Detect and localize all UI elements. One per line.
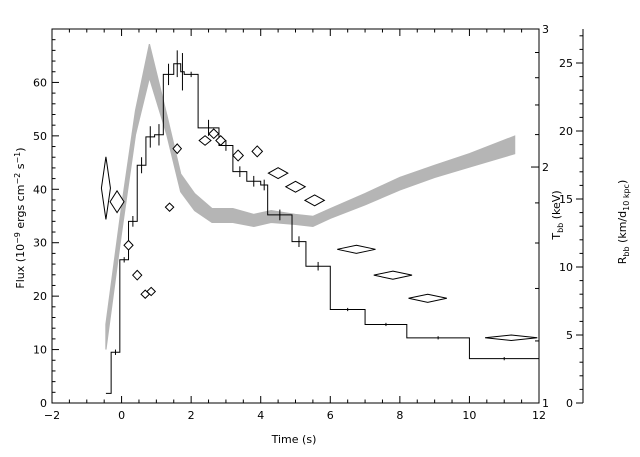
y-left-tick-label: 0: [40, 397, 47, 410]
y-right-tick-label: 0: [566, 397, 573, 410]
y-left-axis-title: Flux (10−9 ergs cm−2 s−1): [13, 147, 27, 288]
x-axis-title: Time (s): [271, 433, 317, 446]
y-right-tick-label: 5: [566, 329, 573, 342]
y-right-tick-label: 25: [559, 57, 573, 70]
radius-diamond: [172, 143, 183, 155]
radius-diamond: [232, 149, 245, 162]
x-tick-label: 8: [396, 409, 403, 422]
radius-diamond: [284, 180, 307, 193]
radius-diamond: [267, 167, 289, 180]
radius-diamond: [337, 244, 376, 254]
y-left-tick-label: 30: [33, 237, 47, 250]
x-tick-label: 10: [462, 409, 476, 422]
radius-diamond: [198, 135, 212, 146]
x-tick-label: 0: [118, 409, 125, 422]
x-tick-label: 12: [532, 409, 546, 422]
radius-diamond: [373, 270, 413, 280]
radius-diamond: [109, 189, 125, 214]
radius-diamond: [164, 202, 175, 212]
radius-diamonds: [100, 128, 538, 341]
x-tick-label: 6: [327, 409, 334, 422]
y-left-tick-label: 20: [33, 290, 47, 303]
y-middle-axis-title: Tbb (keV): [550, 190, 565, 240]
y-middle-tick-label: 1: [542, 397, 549, 410]
radius-diamond: [132, 269, 143, 281]
radius-diamond: [215, 135, 227, 146]
y-left-tick-label: 60: [33, 76, 47, 89]
radius-diamond: [123, 239, 134, 251]
x-tick-label: −2: [44, 409, 60, 422]
y-right-axis-title: Rbb (km/d10 kpc): [616, 180, 631, 265]
y-left-tick-label: 40: [33, 183, 47, 196]
y-middle-tick-label: 3: [542, 23, 549, 36]
y-right-tick-label: 15: [559, 193, 573, 206]
temperature-band-area: [105, 43, 516, 350]
y-right-tick-label: 20: [559, 125, 573, 138]
radius-diamond: [146, 286, 157, 297]
y-right-tick-label: 10: [559, 261, 573, 274]
temperature-band: [105, 43, 516, 350]
radius-diamond: [100, 156, 111, 220]
x-tick-label: 2: [188, 409, 195, 422]
radius-diamond: [303, 194, 326, 207]
y-left-tick-label: 10: [33, 344, 47, 357]
x-tick-label: 4: [257, 409, 264, 422]
radius-diamond: [485, 334, 538, 341]
radius-diamond: [208, 128, 220, 140]
flux-histogram-line: [105, 63, 539, 394]
radius-diamond: [251, 145, 264, 158]
flux-histogram: [105, 50, 539, 394]
y-middle-tick-label: 2: [542, 161, 549, 174]
y-left-tick-label: 50: [33, 130, 47, 143]
radius-diamond: [408, 293, 447, 303]
